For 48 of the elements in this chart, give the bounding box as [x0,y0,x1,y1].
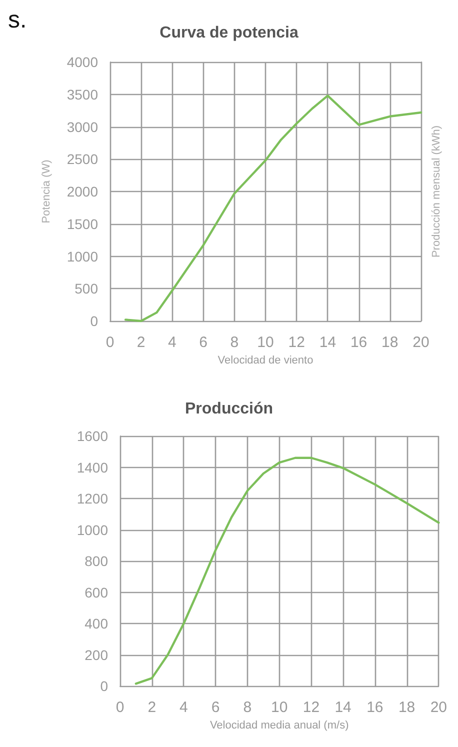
x-tick-label: 14 [319,334,336,351]
y-tick-label: 2000 [66,184,98,200]
y-tick-label: 2500 [66,151,98,168]
x-tick-label: 18 [398,699,416,716]
x-tick-label: 20 [430,699,447,716]
y-tick-label: 1600 [76,428,108,444]
x-tick-label: 10 [270,699,288,716]
x-tick-label: 6 [199,334,208,351]
y-tick-label: 1400 [76,459,108,476]
x-tick-label: 20 [412,334,430,351]
y-axis-title: Potencia (W) [40,160,52,224]
x-tick-label: 16 [366,699,384,716]
x-tick-label: 2 [136,334,146,351]
y-tick-label: 4000 [66,54,98,70]
x-tick-label: 10 [257,334,274,351]
x-tick-label: 18 [382,334,398,351]
y-tick-label: 1000 [66,248,98,264]
x-tick-label: 0 [116,699,124,716]
x-tick-label: 4 [168,334,176,351]
y-tick-label: 1000 [76,522,108,538]
y-tick-label: 0 [90,313,98,329]
line-series [124,94,422,322]
x-tick-label: 14 [334,699,352,716]
y-tick-label: 0 [100,678,108,694]
x-tick-label: 4 [180,699,188,716]
y-tick-label: 800 [84,553,108,569]
x-tick-label: 12 [288,334,305,351]
line-series [134,456,440,685]
x-tick-label: 12 [302,699,320,716]
x-tick-label: 6 [211,699,220,716]
y-tick-label: 400 [84,616,108,632]
x-axis-title: Velocidad media anual (m/s) [210,720,349,732]
text: s. [8,6,27,34]
y-tick-label: 500 [74,280,98,297]
y-tick-label: 600 [84,584,108,600]
chart-title: Producción [184,400,274,418]
x-tick-label: 8 [243,699,252,716]
x-tick-label: 8 [230,334,239,351]
y2-axis-title: Producción mensual (kWh) [430,125,442,258]
x-tick-label: 2 [148,699,156,716]
y-tick-label: 3000 [66,118,98,135]
x-tick-label: 16 [350,334,368,351]
y-tick-label: 1200 [76,490,108,506]
y-tick-label: 3500 [66,86,98,102]
y-tick-label: 1500 [66,216,98,232]
x-axis-title: Velocidad de viento [218,354,314,366]
y-tick-label: 200 [84,646,108,663]
chart-title: Curva de potencia [160,24,298,42]
